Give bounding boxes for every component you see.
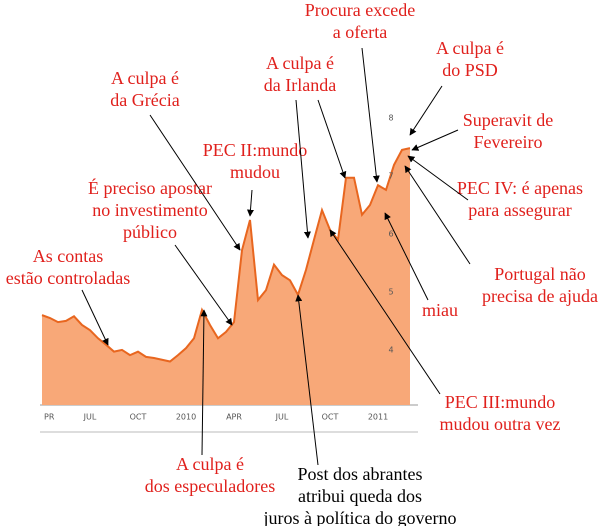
annotation: da Irlanda bbox=[264, 75, 336, 95]
annotation: A culpa é bbox=[436, 38, 504, 58]
annotation: da Grécia bbox=[110, 90, 179, 110]
annotation-arrow bbox=[200, 309, 208, 456]
y-tick-label: 5 bbox=[388, 287, 393, 296]
annotation: atribui queda dos bbox=[298, 486, 422, 506]
annotation: mudou bbox=[230, 162, 280, 182]
annotation-arrow bbox=[384, 212, 429, 301]
annotation-arrow bbox=[81, 289, 109, 346]
annotation: Procura excede bbox=[305, 0, 415, 20]
y-tick-label: 4 bbox=[388, 345, 393, 354]
annotation-arrow bbox=[409, 85, 443, 136]
area bbox=[42, 148, 410, 405]
x-tick-label: OCT bbox=[322, 413, 339, 422]
y-tick-label: 7 bbox=[388, 171, 393, 180]
annotation: mudou outra vez bbox=[440, 414, 561, 434]
y-tick-label: 6 bbox=[388, 229, 393, 238]
annotation-arrow bbox=[404, 165, 471, 265]
annotation: Portugal não bbox=[494, 264, 586, 284]
annotation: juros à política do governo bbox=[263, 508, 457, 526]
y-tick-label: 8 bbox=[388, 113, 393, 122]
annotation: precisa de ajuda bbox=[482, 286, 598, 306]
annotation-arrow bbox=[295, 99, 311, 239]
annotation-arrow bbox=[317, 99, 347, 179]
annotation: público bbox=[123, 222, 177, 242]
annotation: A culpa é bbox=[111, 68, 179, 88]
annotation: PEC II:mundo bbox=[203, 140, 308, 160]
annotation: dos especuladores bbox=[145, 476, 275, 496]
annotation: A culpa é bbox=[266, 53, 334, 73]
annotation: Fevereiro bbox=[474, 132, 543, 152]
annotation: do PSD bbox=[442, 60, 498, 80]
annotation-arrow bbox=[174, 244, 233, 326]
x-tick-label: PR bbox=[44, 413, 55, 422]
annotation: no investimento bbox=[92, 200, 208, 220]
annotation: PEC III:mundo bbox=[445, 392, 556, 412]
annotation: para assegurar bbox=[468, 200, 571, 220]
annotation: A culpa é bbox=[176, 454, 244, 474]
annotation: É preciso apostar bbox=[88, 177, 212, 198]
x-tick-label: 2010 bbox=[176, 413, 196, 422]
annotation-arrow bbox=[407, 155, 469, 201]
x-tick-label: JUL bbox=[83, 413, 97, 422]
annotation: As contas bbox=[33, 246, 104, 266]
annotation-arrow bbox=[411, 129, 459, 151]
x-tick-label: JUL bbox=[275, 413, 289, 422]
annotation: estão controladas bbox=[6, 268, 130, 288]
x-tick-label: OCT bbox=[130, 413, 147, 422]
annotation: Superavit de bbox=[463, 110, 553, 130]
annotation: a oferta bbox=[333, 22, 387, 42]
x-tick-label: APR bbox=[226, 413, 242, 422]
annotation: PEC IV: é apenas bbox=[457, 178, 583, 198]
annotation-arrow bbox=[149, 114, 241, 251]
annotation-arrow bbox=[329, 229, 441, 395]
annotation-arrow bbox=[246, 189, 254, 217]
annotation-arrow bbox=[295, 294, 319, 466]
annotation: miau bbox=[422, 300, 458, 320]
x-tick-label: 2011 bbox=[368, 413, 388, 422]
annotation: Post dos abrantes bbox=[298, 464, 423, 484]
annotation-arrow bbox=[361, 47, 380, 183]
